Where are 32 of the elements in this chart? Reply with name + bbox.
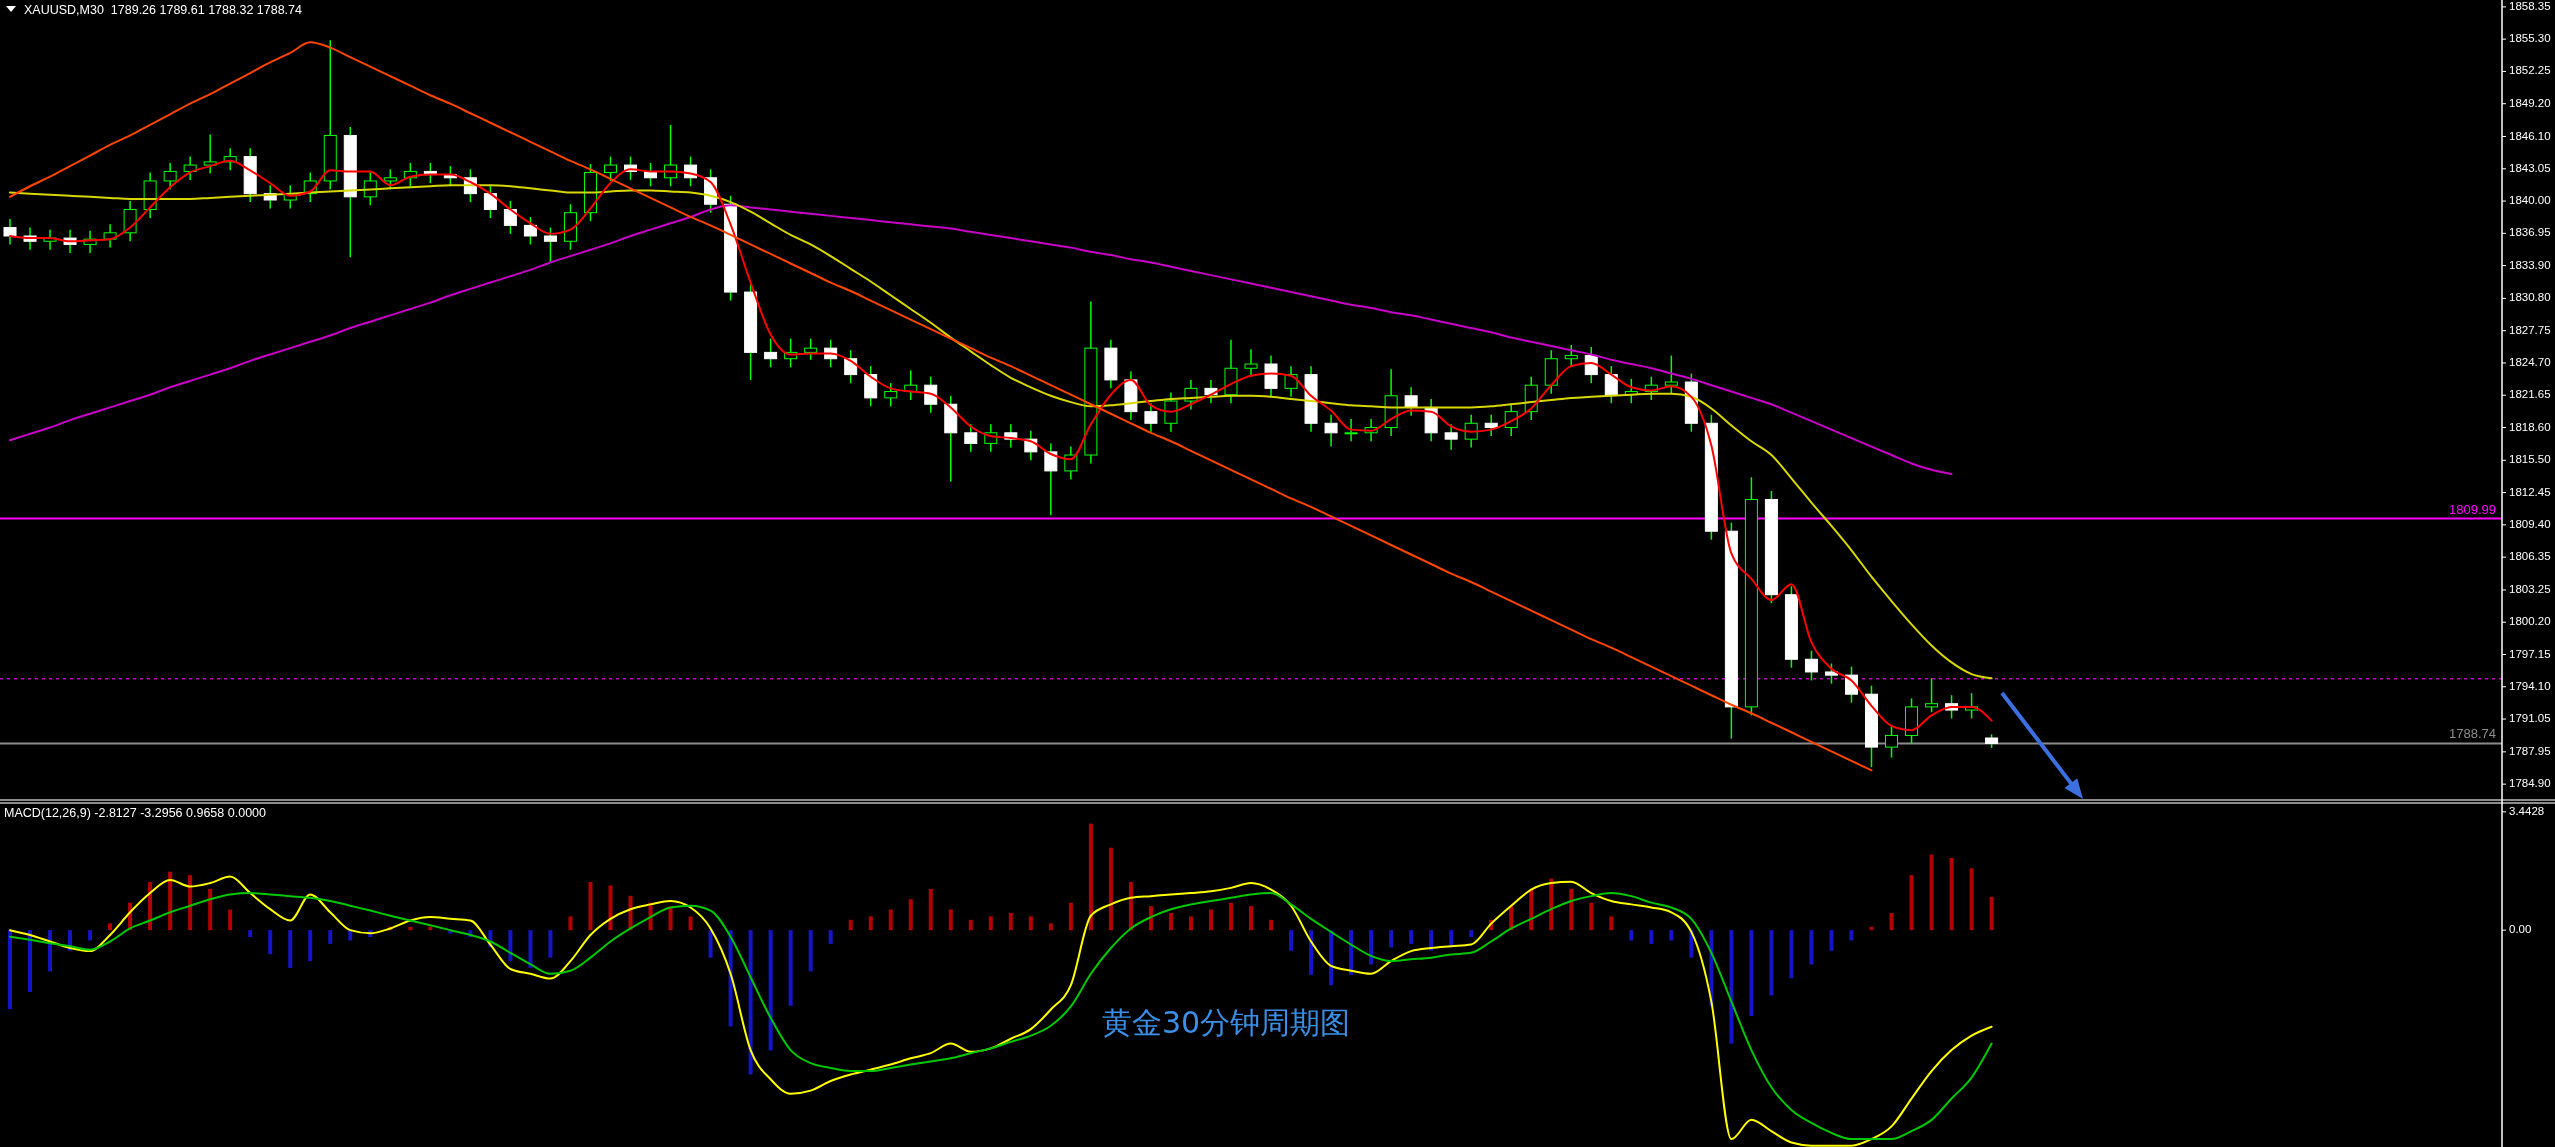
y-tick-label: 1836.95 xyxy=(2509,226,2551,239)
y-tick-label: 1833.90 xyxy=(2509,258,2551,271)
y-tick-label: 1818.60 xyxy=(2509,420,2551,433)
y-tick-label: 1830.80 xyxy=(2509,291,2551,304)
ref-line-label: 1809.99 xyxy=(2449,501,2496,517)
y-tick-label: 1852.25 xyxy=(2509,64,2551,77)
y-tick-label: 1787.95 xyxy=(2509,744,2551,757)
y-tick-label: 3.4428 xyxy=(2509,804,2545,817)
y-tick-label: 1803.25 xyxy=(2509,582,2551,595)
y-tick-label: 1849.20 xyxy=(2509,96,2551,109)
y-tick-label: 1800.20 xyxy=(2509,615,2551,628)
y-tick-label: 1821.65 xyxy=(2509,388,2551,401)
y-tick-label: 1846.10 xyxy=(2509,129,2551,142)
annotation: 黄金30分钟周期图 xyxy=(1101,1005,1351,1041)
y-tick-label: 1855.30 xyxy=(2509,32,2551,45)
y-tick-label: 1812.45 xyxy=(2509,485,2551,498)
y-tick-label: 1797.15 xyxy=(2509,647,2551,660)
y-tick-label: 1815.50 xyxy=(2509,453,2551,466)
y-tick-label: 1784.90 xyxy=(2509,777,2551,790)
y-tick-label: 1791.05 xyxy=(2509,712,2551,725)
y-tick-label: 0.00 xyxy=(2509,923,2532,936)
y-tick-label: 1809.40 xyxy=(2509,517,2551,530)
chart-title: XAUUSD,M30 1789.26 1789.61 1788.32 1788.74 xyxy=(24,3,303,17)
y-tick-label: 1824.70 xyxy=(2509,355,2551,368)
y-tick-label: 1840.00 xyxy=(2509,194,2551,207)
y-tick-label: 1858.35 xyxy=(2509,0,2551,12)
y-tick-label: 1843.05 xyxy=(2509,161,2551,174)
y-tick-label: 1806.35 xyxy=(2509,550,2551,563)
y-tick-label: 1794.10 xyxy=(2509,679,2551,692)
chart-title: MACD(12,26,9) -2.8127 -3.2956 0.9658 0.0000 xyxy=(4,806,267,820)
y-tick-label: 1827.75 xyxy=(2509,323,2551,336)
ref-line-label: 1788.74 xyxy=(2449,726,2496,742)
